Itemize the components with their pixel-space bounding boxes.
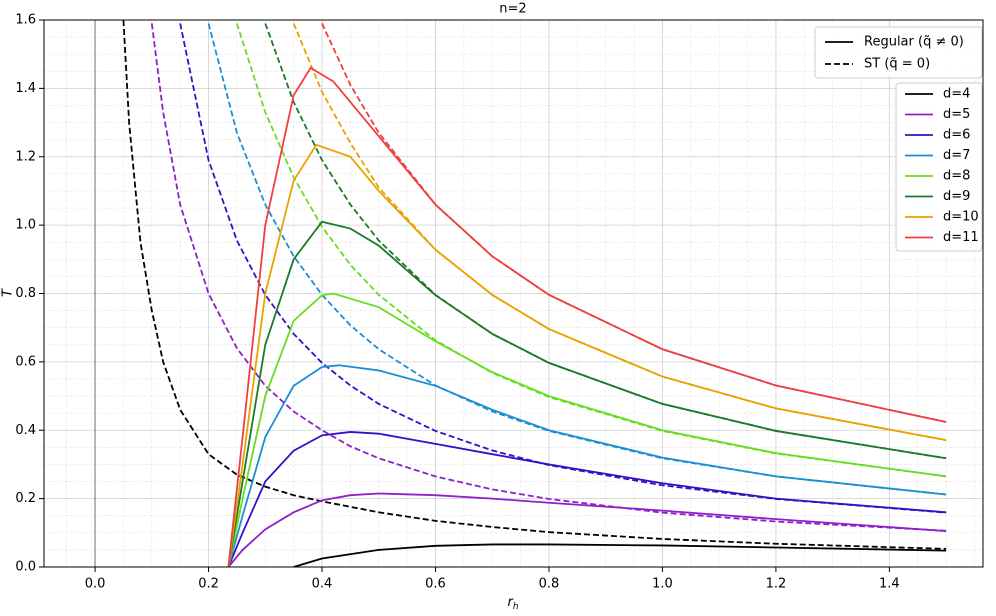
- y-tick-label: 1.4: [15, 81, 36, 96]
- st-line: [292, 23, 947, 442]
- regular-line: [293, 543, 947, 567]
- legend-label: Regular (q̃ ≠ 0): [864, 35, 964, 50]
- legend-box: [895, 82, 983, 252]
- y-tick-label: 0.4: [15, 423, 36, 438]
- y-tick-label: 1.0: [15, 218, 36, 233]
- regular-line: [227, 220, 947, 567]
- x-axis-label: rh: [507, 595, 518, 612]
- series-legend: d=4 d=5 d=6 d=7 d=8 d=9 d=10 d=11: [895, 82, 983, 252]
- legend-label: d=10: [943, 210, 979, 225]
- legend-label: d=7: [943, 148, 970, 163]
- legend-label: ST (q̃ = 0): [864, 57, 930, 72]
- x-label-sub: h: [513, 602, 519, 612]
- y-tick-label: 0.8: [15, 286, 36, 301]
- regular-line: [227, 364, 947, 567]
- x-tick-label: 1.4: [879, 577, 900, 592]
- x-label-base: r: [507, 595, 514, 610]
- legend-label: d=6: [943, 128, 970, 143]
- st-line: [207, 23, 947, 496]
- x-tick-label: 1.2: [766, 577, 787, 592]
- plot-frame: [43, 19, 984, 568]
- st-line: [150, 23, 947, 532]
- y-tick-label: 0.2: [15, 491, 36, 506]
- y-tick-label: 0.0: [15, 560, 36, 575]
- x-tick-label: 1.0: [652, 577, 673, 592]
- x-tick-label: 0.0: [85, 577, 106, 592]
- y-tick-label: 1.6: [15, 13, 36, 28]
- regular-line: [227, 66, 947, 567]
- legend-label: d=5: [943, 107, 970, 122]
- chart-title: n=2: [499, 2, 526, 17]
- legend-label: d=4: [943, 87, 970, 102]
- style-legend: Regular (q̃ ≠ 0) ST (q̃ = 0): [814, 26, 983, 79]
- x-tick-label: 0.8: [539, 577, 560, 592]
- y-tick-label: 0.6: [15, 354, 36, 369]
- x-tick-label: 0.2: [198, 577, 219, 592]
- regular-line: [227, 431, 947, 567]
- regular-line: [227, 492, 947, 567]
- regular-line: [227, 292, 947, 567]
- regular-line: [227, 143, 947, 567]
- legend-label: d=9: [943, 189, 970, 204]
- y-tick-label: 1.2: [15, 149, 36, 164]
- legend-label: d=8: [943, 169, 970, 184]
- st-line: [122, 20, 947, 550]
- x-tick-label: 0.6: [425, 577, 446, 592]
- plot-area: [122, 20, 947, 567]
- x-tick-label: 0.4: [312, 577, 333, 592]
- y-axis-label: T: [1, 288, 16, 297]
- legend-label: d=11: [943, 230, 979, 245]
- st-line: [179, 23, 947, 514]
- legend-box: [814, 26, 983, 79]
- st-line: [236, 23, 947, 478]
